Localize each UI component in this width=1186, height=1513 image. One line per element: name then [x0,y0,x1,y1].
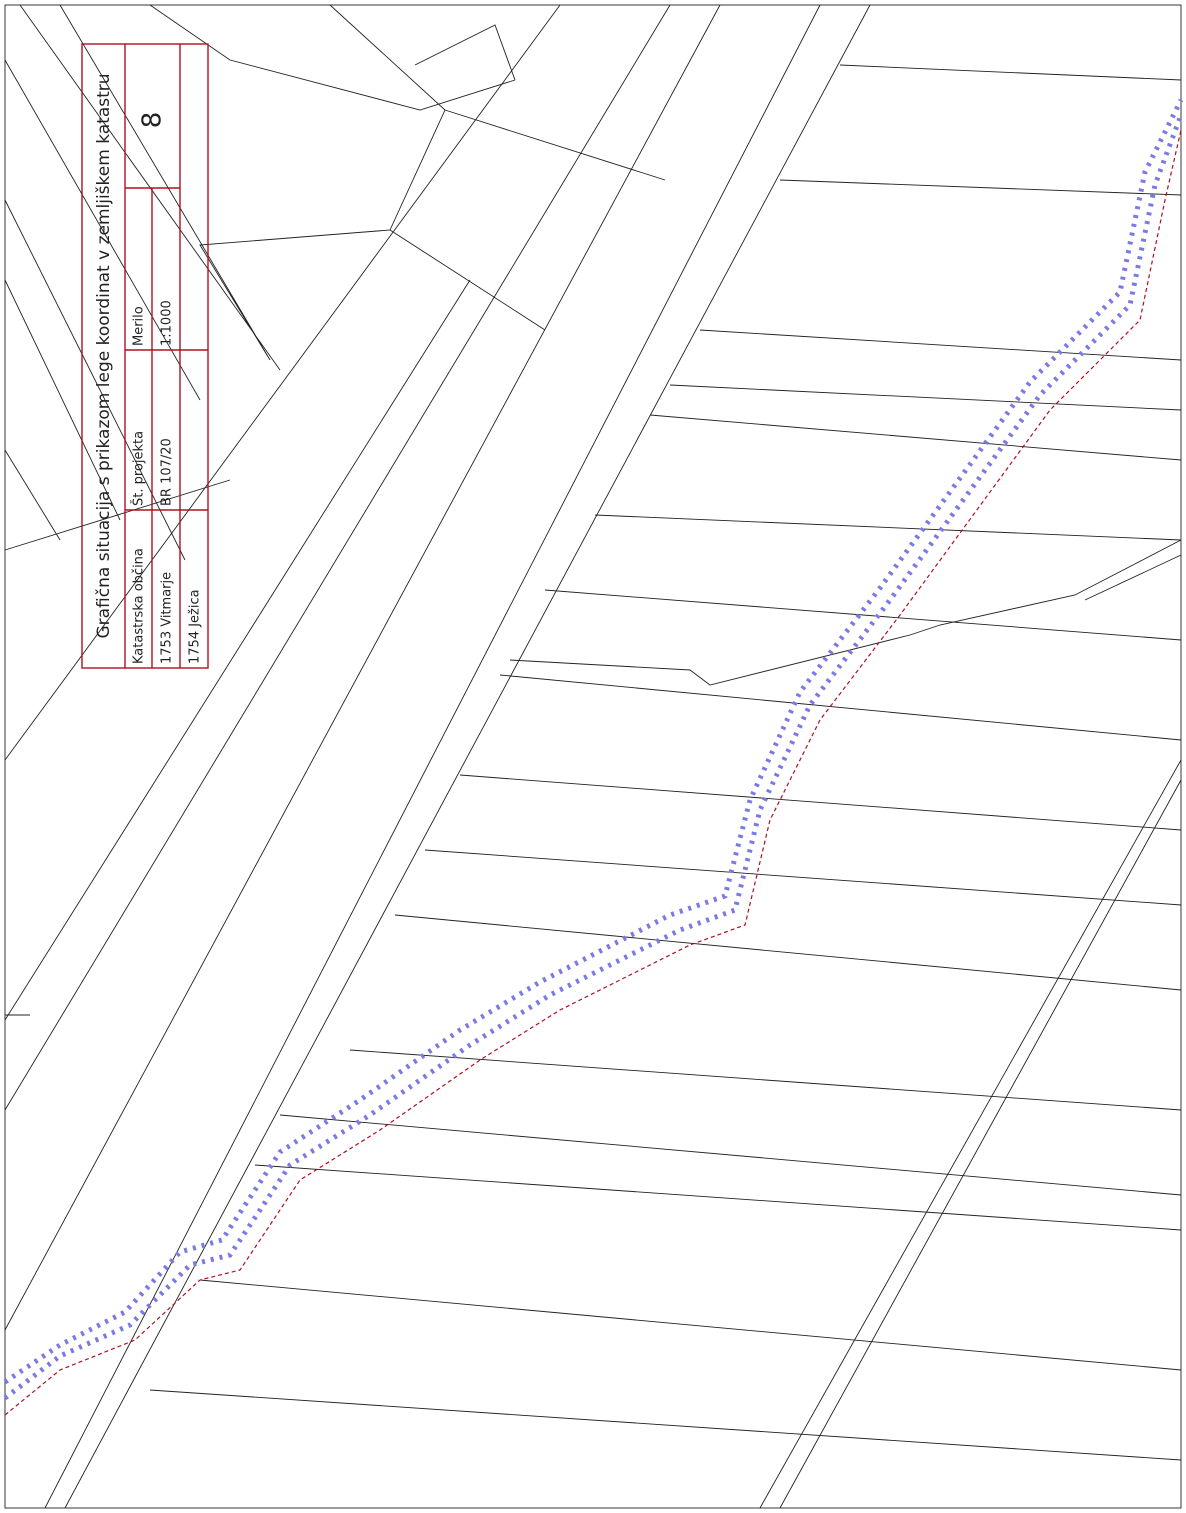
title-block-grid [124,44,208,668]
sheet-number: 8 [138,112,168,129]
route [3,98,1184,1416]
parcel-lines [4,4,1182,1509]
title-block: Grafična situacija s prikazom lege koord… [81,43,209,669]
title: Grafična situacija s prikazom lege koord… [94,73,114,638]
project-number: BR 107/20 [160,438,175,506]
sheet-border [4,4,1182,1509]
scale-label: Merilo [132,306,147,346]
title-block-frame [81,43,209,669]
project-label: Št. projekta [131,431,147,506]
municipality: 1753 Vitmarje [160,572,175,664]
scale: 1:1000 [160,300,175,346]
municipality: 1754 Ježica [188,589,203,664]
municipality-label: Katastrska občina [132,548,147,664]
